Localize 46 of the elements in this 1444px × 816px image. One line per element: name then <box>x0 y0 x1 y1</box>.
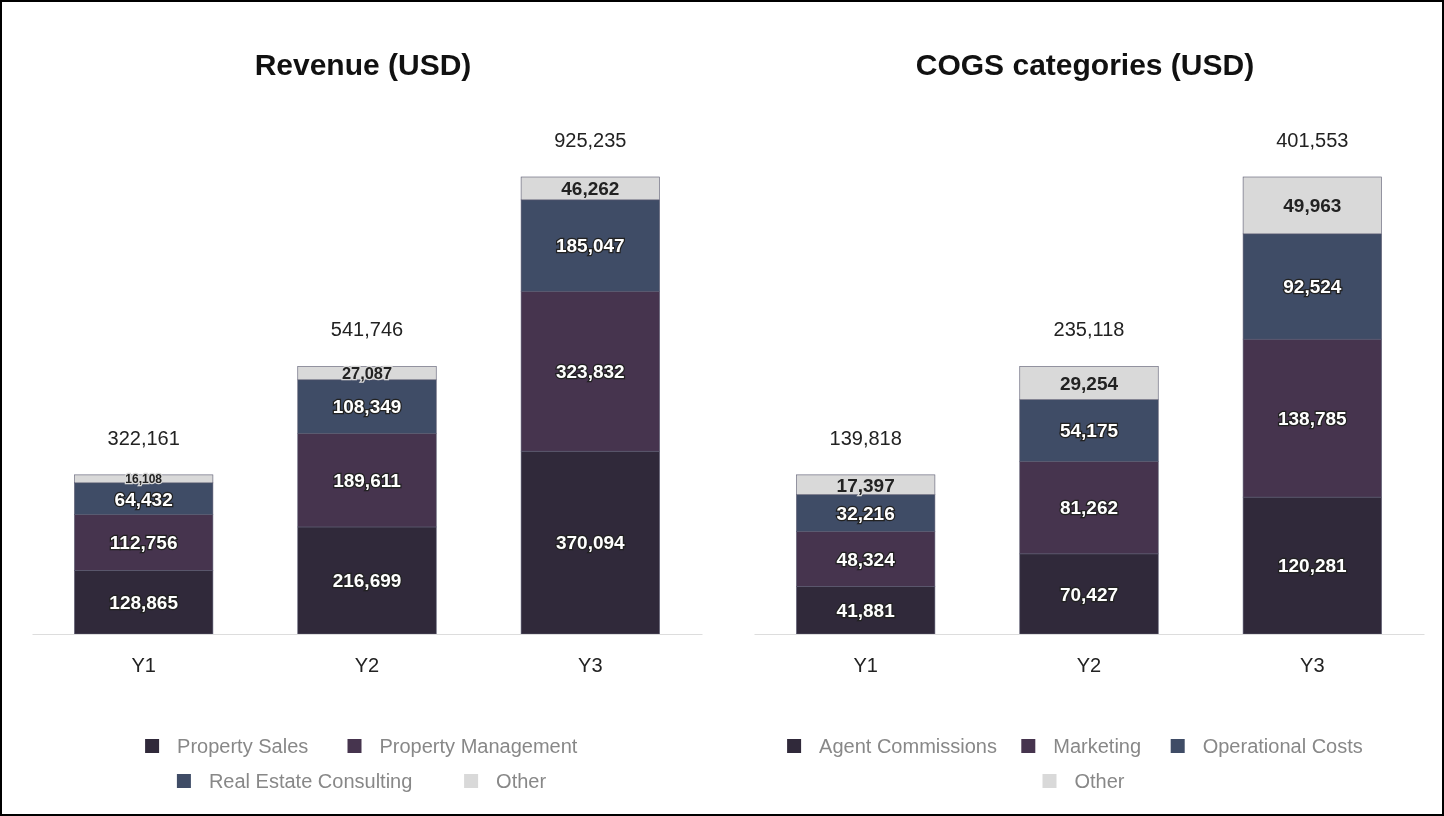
data-label: 108,349 <box>332 396 402 418</box>
total-label: 541,746 <box>330 318 404 341</box>
data-label: 29,254 <box>1059 372 1119 394</box>
chart-title: Revenue (USD) <box>254 48 472 81</box>
data-label: 46,262 <box>561 178 620 200</box>
data-label: 189,611 <box>333 469 402 491</box>
x-tick-label: Y2 <box>1076 654 1102 677</box>
data-label: 41,881 <box>836 600 896 622</box>
legend-label: Real Estate Consulting <box>208 770 413 792</box>
legend-label: Other <box>496 770 547 792</box>
data-label: 216,699 <box>332 570 402 592</box>
x-tick-label: Y2 <box>354 654 380 677</box>
data-label: 138,785 <box>1277 407 1348 429</box>
data-label: 128,865 <box>109 592 179 614</box>
data-label: 49,963 <box>1283 195 1342 217</box>
data-label: 81,262 <box>1059 497 1119 519</box>
data-label: 70,427 <box>1059 583 1119 605</box>
legend-label: Property Sales <box>177 735 309 757</box>
total-label: 235,118 <box>1053 318 1125 341</box>
data-label: 17,397 <box>836 474 895 496</box>
total-label: 139,818 <box>829 426 902 449</box>
data-label: 54,175 <box>1059 420 1119 442</box>
legend-label: Other <box>1074 770 1125 792</box>
data-label: 112,756 <box>109 532 178 554</box>
total-label: 925,235 <box>554 129 627 151</box>
data-label: 323,832 <box>555 361 625 383</box>
data-label: 92,524 <box>1283 276 1342 298</box>
legend-label: Operational Costs <box>1202 735 1363 757</box>
legend-label: Property Management <box>379 735 578 757</box>
data-label: 370,094 <box>555 532 626 554</box>
total-label: 322,161 <box>107 426 180 449</box>
x-tick-label: Y3 <box>578 654 603 677</box>
legend-label: Agent Commissions <box>819 735 997 757</box>
data-label: 27,087 <box>341 364 393 382</box>
legend-label: Marketing <box>1053 735 1142 757</box>
data-label: 64,432 <box>114 488 173 510</box>
chart-title: COGS categories (USD) <box>915 48 1255 81</box>
x-tick-label: Y3 <box>1300 654 1325 677</box>
data-label: 48,324 <box>836 548 896 570</box>
data-label: 185,047 <box>555 235 625 257</box>
data-label: 16,108 <box>125 472 163 487</box>
data-label: 120,281 <box>1277 555 1348 577</box>
total-label: 401,553 <box>1276 129 1349 151</box>
x-tick-label: Y1 <box>853 654 878 677</box>
data-label: 32,216 <box>836 502 895 524</box>
x-tick-label: Y1 <box>131 654 156 677</box>
